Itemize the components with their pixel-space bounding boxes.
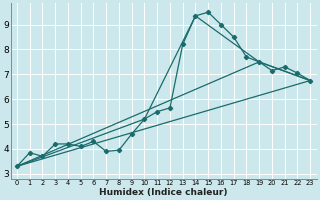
- X-axis label: Humidex (Indice chaleur): Humidex (Indice chaleur): [99, 188, 228, 197]
